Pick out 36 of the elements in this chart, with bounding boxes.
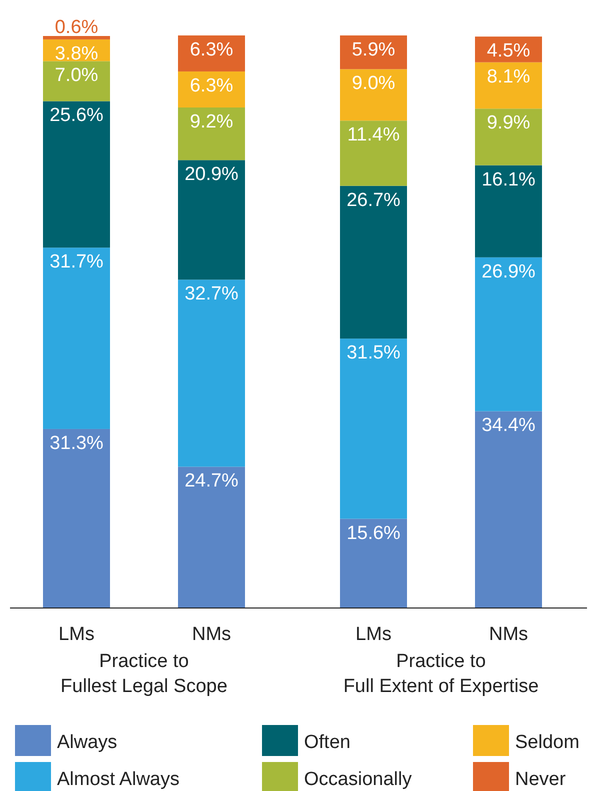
data-label: 3.8%: [54, 43, 98, 64]
text: Practice to Full Extent of Expertise: [343, 651, 539, 697]
legend-label: Almost Always: [57, 769, 180, 790]
data-label: 32.7%: [184, 284, 239, 305]
legend-label: Occasionally: [304, 769, 412, 790]
data-label: 25.6%: [50, 105, 104, 126]
data-label: 5.9%: [352, 39, 396, 60]
data-label: 31.5%: [346, 342, 401, 364]
data-label: 9.0%: [352, 73, 396, 94]
x-tick-label: LMs: [58, 624, 94, 645]
data-label: 8.1%: [486, 66, 530, 88]
text: Practice to Fullest Legal Scope: [60, 651, 228, 697]
data-label: 9.2%: [190, 112, 234, 132]
data-label: 34.4%: [482, 415, 536, 436]
data-label: 16.1%: [482, 169, 536, 190]
data-label: 6.3%: [190, 39, 234, 60]
x-tick-label: LMs: [356, 624, 392, 645]
data-label: 4.5%: [486, 40, 530, 62]
data-label: 31.3%: [50, 432, 104, 454]
data-label: 0.6%: [54, 17, 98, 38]
data-label: 26.9%: [482, 261, 536, 282]
data-label: 24.7%: [184, 470, 239, 492]
legend-label: Always: [57, 732, 118, 753]
data-label: 31.7%: [50, 252, 104, 273]
x-tick-label: NMs: [192, 624, 232, 645]
data-label: 20.9%: [184, 164, 239, 186]
legend-label: Seldom: [515, 732, 580, 753]
data-label: 26.7%: [346, 190, 401, 211]
data-label: 11.4%: [347, 124, 400, 146]
data-label: 6.3%: [190, 75, 234, 96]
legend-label: Often: [304, 732, 350, 753]
data-label: 7.0%: [54, 65, 98, 86]
legend-label: Never: [515, 769, 566, 790]
data-label: 9.9%: [486, 112, 530, 134]
x-tick-label: NMs: [488, 624, 528, 645]
data-label: 15.6%: [346, 522, 401, 544]
